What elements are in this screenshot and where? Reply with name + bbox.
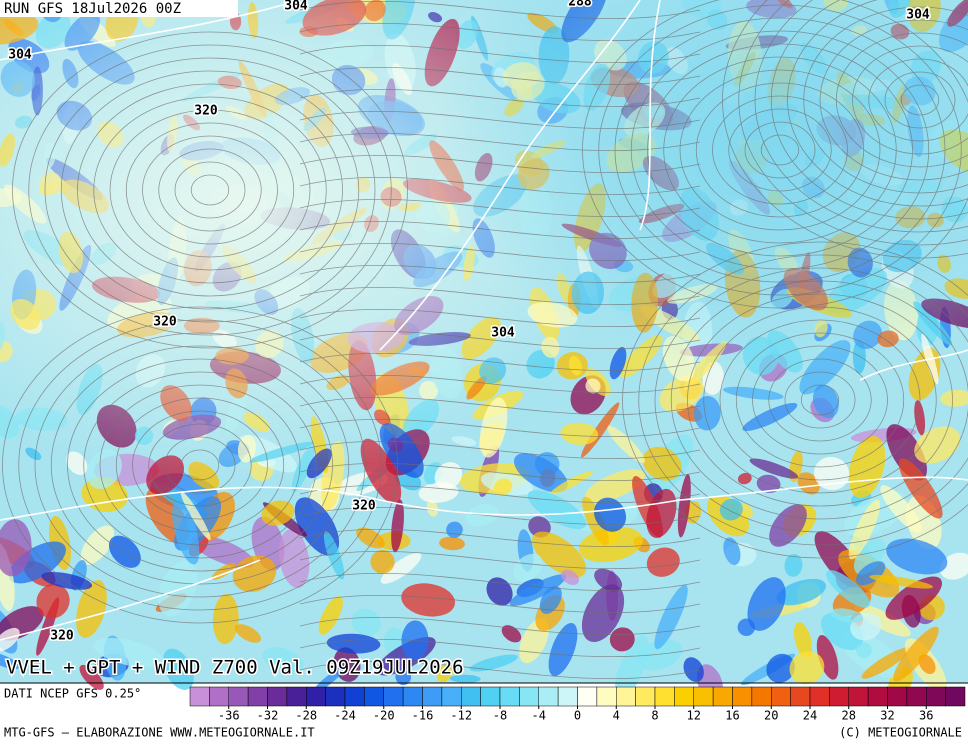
contour-label: 320 xyxy=(194,104,218,119)
colorbar-swatch xyxy=(481,687,500,706)
colorbar-tick-label: -24 xyxy=(334,709,356,723)
contour-label: 320 xyxy=(50,629,74,644)
contour-label: 288 xyxy=(568,0,592,10)
colorbar-tick-label: 0 xyxy=(574,709,581,723)
colorbar-tick-label: 4 xyxy=(613,709,620,723)
colorbar-swatch xyxy=(558,687,577,706)
colorbar-swatch xyxy=(268,687,287,706)
colorbar: -36 -32 -28 -24 -20 -16 -12 -8 -4 0 4 8 12 16 20 24 28 32… xyxy=(190,687,965,723)
colorbar-tick-label: 20 xyxy=(764,709,778,723)
colorbar-swatch xyxy=(636,687,655,706)
contour-label: 304 xyxy=(491,326,515,341)
colorbar-swatch xyxy=(849,687,868,706)
colorbar-swatch xyxy=(810,687,829,706)
colorbar-swatch xyxy=(926,687,945,706)
colorbar-swatch xyxy=(868,687,887,706)
legend-source: DATI NCEP GFS 0.25° xyxy=(4,687,141,701)
colorbar-swatch xyxy=(694,687,713,706)
colorbar-swatch xyxy=(791,687,810,706)
colorbar-tick-label: -20 xyxy=(373,709,395,723)
colorbar-swatch xyxy=(946,687,965,706)
colorbar-swatch xyxy=(829,687,848,706)
run-label: RUN GFS 18Jul2026 00Z xyxy=(4,1,181,17)
colorbar-swatch xyxy=(616,687,635,706)
colorbar-swatch xyxy=(578,687,597,706)
colorbar-swatch xyxy=(287,687,306,706)
map-shade xyxy=(0,0,968,683)
colorbar-swatch xyxy=(306,687,325,706)
colorbar-swatch xyxy=(384,687,403,706)
colorbar-swatch xyxy=(655,687,674,706)
colorbar-swatch xyxy=(713,687,732,706)
colorbar-swatch xyxy=(248,687,267,706)
colorbar-tick-label: -28 xyxy=(295,709,317,723)
contour-label: 320 xyxy=(352,499,376,514)
colorbar-swatch xyxy=(907,687,926,706)
colorbar-swatch xyxy=(733,687,752,706)
footer-left: MTG-GFS — ELABORAZIONE WWW.METEOGIORNALE… xyxy=(4,726,315,740)
colorbar-tick-label: -4 xyxy=(532,709,546,723)
colorbar-swatch xyxy=(209,687,228,706)
colorbar-swatch xyxy=(442,687,461,706)
colorbar-swatch xyxy=(539,687,558,706)
contour-label: 320 xyxy=(153,315,177,330)
colorbar-swatch xyxy=(461,687,480,706)
colorbar-tick-label: -36 xyxy=(218,709,240,723)
colorbar-swatch xyxy=(888,687,907,706)
colorbar-swatch xyxy=(364,687,383,706)
colorbar-swatch xyxy=(519,687,538,706)
colorbar-swatch xyxy=(771,687,790,706)
colorbar-tick-label: -16 xyxy=(412,709,434,723)
colorbar-tick-label: -32 xyxy=(257,709,279,723)
colorbar-swatch xyxy=(326,687,345,706)
colorbar-swatch xyxy=(403,687,422,706)
contour-label: 304 xyxy=(906,8,930,23)
colorbar-tick-label: 16 xyxy=(725,709,739,723)
colorbar-tick-label: 12 xyxy=(687,709,701,723)
colorbar-tick-label: -8 xyxy=(493,709,507,723)
contour-label: 304 xyxy=(8,48,32,63)
field-title: VVEL + GPT + WIND Z700 Val. 09Z19JUL2026 xyxy=(6,657,464,679)
colorbar-swatch xyxy=(500,687,519,706)
colorbar-tick-label: 32 xyxy=(880,709,894,723)
contour-label: 304 xyxy=(284,0,308,14)
footer-right: (C) METEOGIORNALE xyxy=(839,726,962,740)
colorbar-swatch xyxy=(752,687,771,706)
colorbar-swatch xyxy=(229,687,248,706)
colorbar-tick-label: 28 xyxy=(842,709,856,723)
colorbar-swatch xyxy=(190,687,209,706)
colorbar-swatch xyxy=(674,687,693,706)
colorbar-swatch xyxy=(597,687,616,706)
colorbar-swatch xyxy=(423,687,442,706)
colorbar-tick-label: -12 xyxy=(450,709,472,723)
colorbar-swatch xyxy=(345,687,364,706)
colorbar-tick-label: 8 xyxy=(651,709,658,723)
colorbar-tick-label: 36 xyxy=(919,709,933,723)
colorbar-tick-label: 24 xyxy=(803,709,817,723)
